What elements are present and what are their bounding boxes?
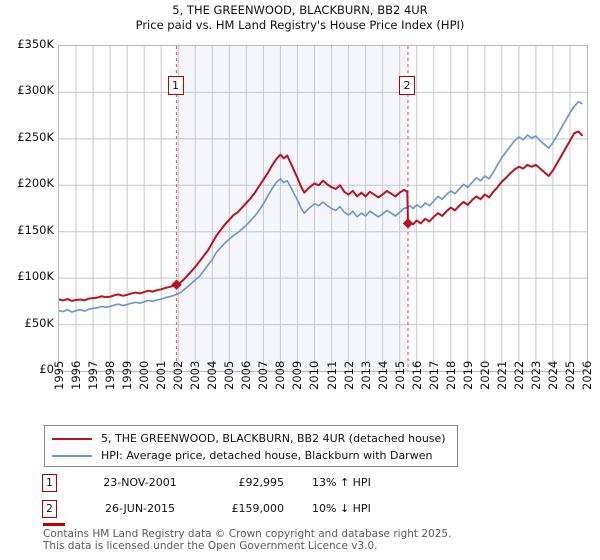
transaction-date-1: 23-NOV-2001 [103,476,177,489]
x-axis-tick-label: 2001 [154,360,169,390]
footer-accent-bar [43,523,65,526]
table-row: 1 23-NOV-2001 £92,995 13% ↑ HPI [42,472,462,498]
x-axis-tick-label: 2000 [137,360,152,390]
series-line-hpi [59,100,583,313]
x-axis-tick-label: 2004 [205,360,220,390]
x-axis-tick-label: 2019 [460,360,475,390]
x-axis-tick-label: 1995 [52,360,66,390]
ownership-period-band [176,46,408,371]
y-axis-tick-label: £300K [17,83,54,98]
page-title: 5, THE GREENWOOD, BLACKBURN, BB2 4UR Pri… [0,3,600,33]
table-row: 2 26-JUN-2015 £159,000 10% ↓ HPI [42,498,462,524]
x-axis-tick-label: 1997 [86,360,101,390]
x-axis-tick-label: 2007 [256,360,271,390]
footer-licence-line: This data is licensed under the Open Gov… [43,540,378,552]
x-axis-tick-label: 1998 [103,360,118,390]
x-axis-tick-label: 2008 [273,360,288,390]
transaction-date-2: 26-JUN-2015 [104,502,176,515]
legend-item-hpi: HPI: Average price, detached house, Blac… [45,447,457,464]
sale-point-marker [402,218,414,229]
x-axis-tick-label: 2005 [222,360,237,390]
x-axis-tick-label: 1999 [120,360,135,390]
legend-label-hpi: HPI: Average price, detached house, Blac… [101,449,433,462]
x-axis-tick-label: 2024 [545,360,560,390]
x-axis-tick-label: 2010 [307,360,322,390]
chart-legend: 5, THE GREENWOOD, BLACKBURN, BB2 4UR (de… [44,425,458,467]
legend-swatch-price-paid [52,437,92,440]
legend-swatch-hpi [52,454,92,457]
event-callout-box: 2 [398,76,415,95]
x-axis-tick-label: 2020 [477,360,492,390]
y-axis-tick-label: £100K [17,269,54,284]
y-axis-tick-label: £250K [17,129,54,144]
y-axis-tick-label: £50K [24,315,55,330]
transaction-price-1: £92,995 [238,476,285,489]
x-axis-tick-label: 2026 [580,360,594,390]
x-axis-tick-label: 2003 [188,360,203,390]
x-axis-tick-label: 2023 [528,360,543,390]
transaction-price-2: £159,000 [231,502,285,515]
y-axis-tick-label: £350K [17,37,54,51]
x-axis-tick-label: 2016 [409,360,424,390]
y-axis-tick-label: £150K [17,222,54,237]
x-axis-tick-label: 2006 [239,360,254,390]
legend-item-price-paid: 5, THE GREENWOOD, BLACKBURN, BB2 4UR (de… [45,430,457,447]
x-axis-tick-label: 2013 [358,360,373,390]
plot-area [58,45,588,372]
x-axis-tick-label: 2018 [443,360,458,390]
y-axis-tick-label: £200K [17,176,54,191]
x-axis-tick-label: 2017 [426,360,441,390]
y-axis-tick-label: £0 [39,362,54,376]
attribution-footer: Contains HM Land Registry data © Crown c… [43,523,573,552]
footer-copyright-line: Contains HM Land Registry data © Crown c… [43,528,452,540]
chart-title: 5, THE GREENWOOD, BLACKBURN, BB2 4UR [172,3,428,17]
transactions-table: 1 23-NOV-2001 £92,995 13% ↑ HPI 2 26-JUN… [42,472,462,524]
chart-canvas [59,46,587,371]
chart-subtitle: Price paid vs. HM Land Registry's House … [135,18,465,32]
x-axis-tick-label: 2012 [341,360,356,390]
transaction-badge-2: 2 [42,500,57,518]
x-axis-tick-label: 2014 [375,360,390,390]
x-axis-tick-label: 2011 [324,360,339,390]
legend-label-price-paid: 5, THE GREENWOOD, BLACKBURN, BB2 4UR (de… [101,432,446,445]
x-axis-tick-label: 2025 [562,360,577,390]
x-axis-tick-label: 2002 [171,360,186,390]
x-axis-tick-label: 2009 [290,360,305,390]
x-axis-tick-label: 1996 [69,360,84,390]
sale-point-marker [171,279,182,290]
x-axis-tick-label: 2021 [494,360,509,390]
transaction-hpi-delta-1: 13% ↑ HPI [312,476,371,489]
event-callout-box: 1 [167,76,184,95]
x-axis-tick-label: 2015 [392,360,407,390]
x-axis-tick-label: 2022 [511,360,526,390]
transaction-badge-1: 1 [42,474,57,492]
transaction-hpi-delta-2: 10% ↓ HPI [312,502,371,515]
series-line-price-paid [59,130,583,302]
